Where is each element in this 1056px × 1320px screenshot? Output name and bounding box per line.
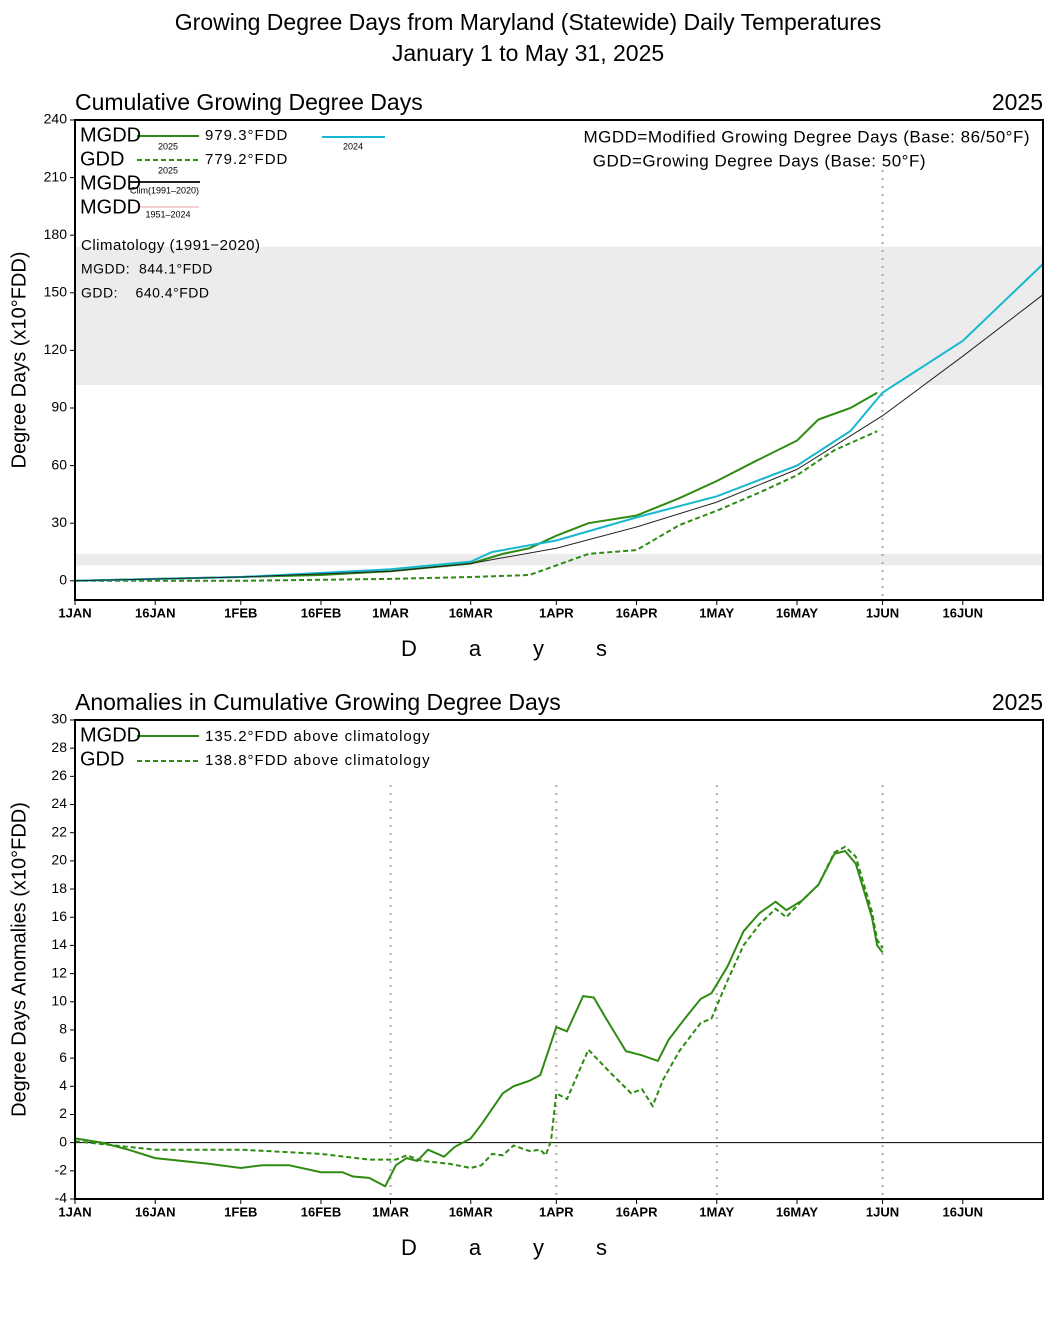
- x-tick-label: 16JAN: [135, 1204, 175, 1219]
- x-tick-label: 16MAR: [449, 605, 494, 620]
- shaded-band: [75, 246, 1043, 385]
- x-tick-label: 16FEB: [301, 1204, 341, 1219]
- y-tick-label: 12: [51, 964, 67, 980]
- annotation: GDD=Growing Degree Days (Base: 50°F): [593, 151, 926, 170]
- x-tick-label: 1MAY: [699, 605, 734, 620]
- x-tick-label: 16APR: [616, 605, 659, 620]
- x-tick-label: 16MAY: [776, 605, 818, 620]
- y-tick-label: 30: [51, 514, 67, 530]
- y-tick-label: -4: [55, 1190, 68, 1206]
- y-tick-label: 8: [59, 1021, 67, 1037]
- legend-subscript: Clim(1991–2020): [130, 185, 199, 195]
- y-tick-label: 0: [59, 1133, 67, 1149]
- y-tick-label: 16: [51, 908, 67, 924]
- y-tick-label: 10: [51, 992, 67, 1008]
- y-tick-label: 2: [59, 1105, 67, 1121]
- year-label: 2025: [992, 89, 1043, 115]
- y-tick-label: 210: [44, 168, 68, 184]
- x-tick-label: 16MAY: [776, 1204, 818, 1219]
- legend-subscript: 2025: [158, 141, 178, 151]
- x-tick-label: 16FEB: [301, 605, 341, 620]
- x-tick-label: 1MAY: [699, 1204, 734, 1219]
- legend-label: 2024: [343, 141, 363, 151]
- y-axis-label: Degree Days Anomalies (x10°FDD): [8, 802, 30, 1117]
- y-tick-label: 18: [51, 880, 67, 896]
- y-tick-label: 22: [51, 823, 67, 839]
- legend-note: 979.3°FDD: [205, 127, 288, 144]
- legend-label: GDD: [80, 748, 124, 770]
- y-tick-label: 60: [51, 456, 67, 472]
- y-tick-label: 180: [44, 226, 68, 242]
- legend-label: GDD: [80, 148, 124, 170]
- series-line: [74, 391, 878, 582]
- legend-label: MGDD: [80, 124, 141, 146]
- x-tick-label: 16JAN: [135, 605, 175, 620]
- panel-title: Cumulative Growing Degree Days: [75, 89, 423, 115]
- legend-note: 779.2°FDD: [205, 151, 288, 168]
- legend-note: 138.8°FDD above climatology: [205, 752, 431, 769]
- series-line: [75, 430, 878, 582]
- series-line: [74, 294, 1044, 582]
- y-tick-label: 90: [51, 399, 67, 415]
- x-tick-label: 16MAR: [449, 1204, 494, 1219]
- y-tick-label: -2: [55, 1162, 68, 1178]
- plot-frame: [74, 719, 1044, 1200]
- x-tick-label: 1JUN: [866, 1204, 899, 1219]
- main-title: Growing Degree Days from Maryland (State…: [175, 9, 881, 35]
- annotation: MGDD=Modified Growing Degree Days (Base:…: [583, 127, 1030, 146]
- y-tick-label: 6: [59, 1049, 67, 1065]
- year-label: 2025: [992, 689, 1043, 715]
- x-axis-label: Days: [401, 1235, 659, 1260]
- x-tick-label: 1MAR: [372, 1204, 409, 1219]
- series-line: [74, 845, 884, 1170]
- x-tick-label: 1JAN: [58, 1204, 91, 1219]
- legend-note: 135.2°FDD above climatology: [205, 728, 431, 745]
- annotation: MGDD: 844.1°FDD: [81, 261, 213, 277]
- legend-label: MGDD: [80, 172, 141, 194]
- x-tick-label: 1JUN: [866, 605, 899, 620]
- annotation: GDD: 640.4°FDD: [81, 285, 209, 301]
- x-tick-label: 16JUN: [943, 1204, 983, 1219]
- y-tick-label: 26: [51, 767, 67, 783]
- y-tick-label: 28: [51, 739, 67, 755]
- legend-label: MGDD: [80, 196, 141, 218]
- y-tick-label: 30: [51, 711, 67, 727]
- legend-subscript: 2025: [158, 165, 178, 175]
- y-tick-label: 24: [51, 795, 67, 811]
- x-tick-label: 16APR: [616, 1204, 659, 1219]
- legend-subscript: 1951–2024: [145, 209, 190, 219]
- x-tick-label: 1FEB: [224, 605, 257, 620]
- x-tick-label: 1FEB: [224, 1204, 257, 1219]
- x-tick-label: 1APR: [539, 605, 574, 620]
- panel-title: Anomalies in Cumulative Growing Degree D…: [75, 689, 561, 715]
- x-tick-label: 1JAN: [58, 605, 91, 620]
- x-tick-label: 1MAR: [372, 605, 409, 620]
- y-axis-label: Degree Days (x10°FDD): [8, 252, 30, 469]
- series-line: [74, 849, 884, 1188]
- y-tick-label: 0: [59, 572, 67, 588]
- y-tick-label: 240: [44, 111, 68, 127]
- series-line: [74, 263, 1044, 582]
- annotation: Climatology (1991−2020): [81, 237, 261, 254]
- y-tick-label: 14: [51, 936, 67, 952]
- legend-label: MGDD: [80, 724, 141, 746]
- shaded-band: [75, 553, 1043, 566]
- y-tick-label: 20: [51, 852, 67, 868]
- main-subtitle: January 1 to May 31, 2025: [392, 40, 664, 66]
- plot-frame: [74, 119, 1044, 601]
- y-tick-label: 120: [44, 341, 68, 357]
- y-tick-label: 4: [59, 1077, 67, 1093]
- x-tick-label: 16JUN: [943, 605, 983, 620]
- x-tick-label: 1APR: [539, 1204, 574, 1219]
- x-axis-label: Days: [401, 636, 659, 661]
- y-tick-label: 150: [44, 284, 68, 300]
